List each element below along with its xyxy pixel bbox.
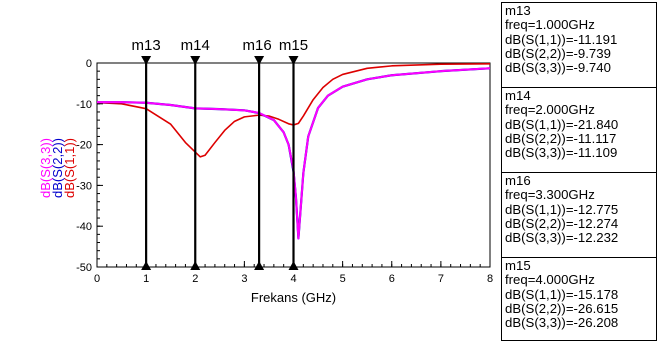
y-tick-label: -50: [76, 262, 92, 274]
series-line: [96, 63, 491, 158]
x-tick-label: 0: [94, 273, 100, 285]
marker-readout-box: m15 freq=4.000GHz dB(S(1,1))=-15.178 dB(S(2…: [501, 257, 657, 341]
marker-readout-line: m14: [505, 88, 531, 103]
marker-readout-line: freq=4.000GHz: [505, 272, 595, 288]
marker-readout-box: m16 freq=3.300GHz dB(S(1,1))=-12.775 dB(S(2…: [501, 172, 657, 258]
marker-top-triangle: [254, 56, 265, 65]
y-axis-title: dB(S(3,3))dB(S(2,2))dB(S(1,1)): [38, 138, 77, 198]
marker-readout-line: m13: [505, 3, 531, 18]
y-tick-label: -40: [76, 221, 92, 233]
marker-readout-line: dB(S(1,1))=-11.191: [505, 31, 618, 47]
x-tick-label: 5: [340, 273, 346, 285]
x-tick-label: 3: [241, 273, 247, 285]
marker-readout-line: freq=1.000GHz: [505, 17, 595, 33]
marker-bottom-triangle: [254, 261, 265, 270]
series-layer: [96, 63, 491, 240]
x-tick-label: 8: [487, 273, 493, 285]
x-tick-label: 7: [438, 273, 444, 285]
y-tick-label: 0: [86, 58, 92, 70]
marker-label: m16: [243, 37, 272, 54]
marker-readout-line: m16: [505, 173, 531, 188]
marker-layer: m13 m14 m16 m15: [132, 37, 308, 270]
marker-readout-line: dB(S(2,2))=-11.117: [505, 130, 617, 146]
marker-readout-line: m15: [505, 258, 531, 273]
marker-readout-line: dB(S(3,3))=-9.740: [505, 60, 611, 76]
y-tick-label: -30: [76, 180, 92, 192]
marker-bottom-triangle: [288, 261, 299, 270]
marker-label: m14: [181, 37, 210, 54]
y-axis: 0 -10 -20 -30 -40 -50: [76, 58, 103, 274]
marker-readout-line: dB(S(1,1))=-12.775: [505, 201, 619, 217]
marker-readout-line: dB(S(1,1))=-15.178: [505, 286, 619, 302]
series-line: [97, 67, 491, 240]
marker-top-triangle: [141, 56, 152, 65]
y-axis-title-part: dB(S(1,1)): [62, 138, 77, 198]
marker-label: m13: [132, 37, 161, 54]
marker-readout-line: dB(S(3,3))=-11.109: [505, 145, 618, 161]
y-tick-label: -10: [76, 99, 92, 111]
marker-readout-box: m14 freq=2.000GHz dB(S(1,1))=-21.840 dB(S(2…: [501, 87, 657, 173]
marker-readout-line: dB(S(2,2))=-9.739: [505, 45, 611, 61]
marker-bottom-triangle: [141, 261, 152, 270]
x-tick-label: 2: [192, 273, 198, 285]
marker-readout-box: m13 freq=1.000GHz dB(S(1,1))=-11.191 dB(S(2…: [501, 2, 657, 88]
marker-readout-line: dB(S(2,2))=-26.615: [505, 300, 619, 316]
marker-readout-line: freq=2.000GHz: [505, 102, 595, 118]
marker-bottom-triangle: [190, 261, 201, 270]
marker-readout-line: dB(S(2,2))=-12.274: [505, 215, 619, 231]
x-axis-title: Frekans (GHz): [251, 290, 336, 305]
marker-readout-line: dB(S(1,1))=-21.840: [505, 116, 619, 132]
marker-readout-line: freq=3.300GHz: [505, 187, 595, 203]
marker-readout-line: dB(S(3,3))=-12.232: [505, 230, 619, 246]
marker-label: m15: [279, 37, 308, 54]
x-tick-label: 4: [290, 273, 296, 285]
x-tick-label: 1: [143, 273, 149, 285]
x-axis: 0 1 2 3 4 5 6 7 8: [94, 261, 493, 285]
x-tick-label: 6: [389, 273, 395, 285]
marker-top-triangle: [288, 56, 299, 65]
y-axis-title-part: dB(S(3,3)): [38, 138, 53, 198]
y-tick-label: -20: [76, 140, 92, 152]
marker-readout-line: dB(S(3,3))=-26.208: [505, 315, 619, 331]
marker-top-triangle: [190, 56, 201, 65]
y-axis-title-part: dB(S(2,2)): [50, 138, 65, 198]
